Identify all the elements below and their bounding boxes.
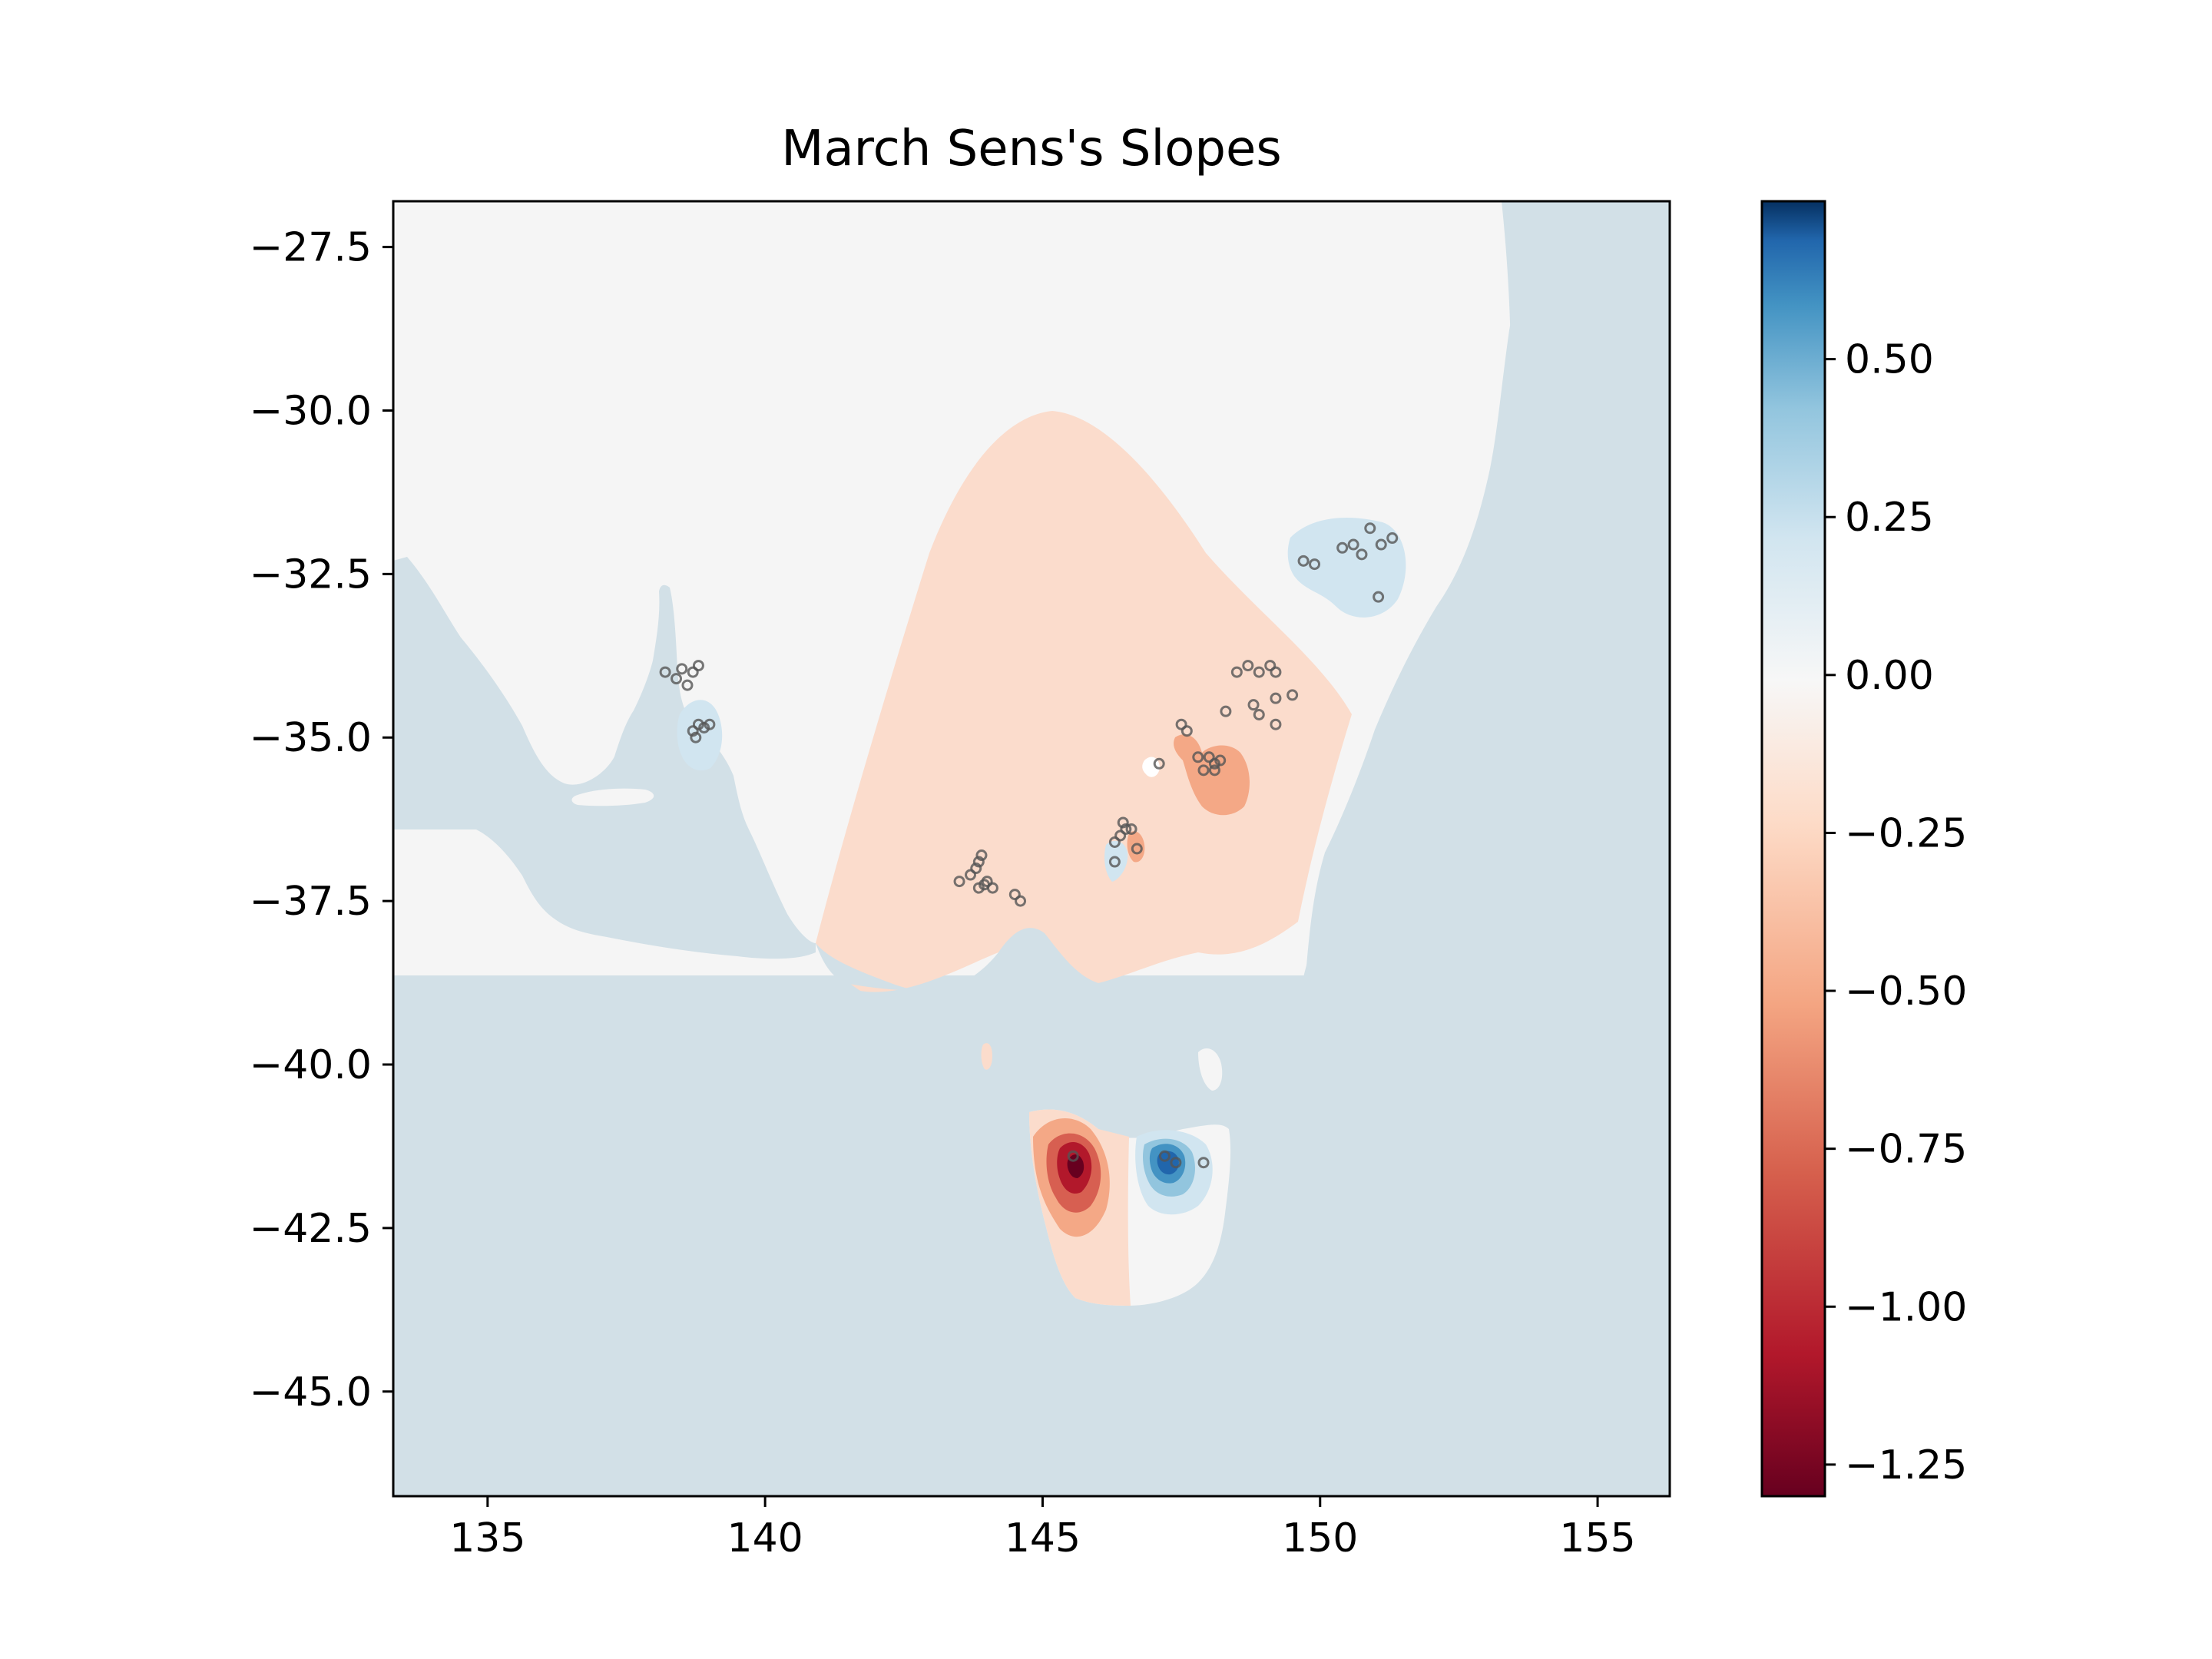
station-marker — [1286, 689, 1299, 701]
y-axis-ticks: −27.5 −30.0 −32.5 −35.0 −37.5 −40.0 −42.5 −45.0 — [250, 225, 393, 1416]
station-marker — [1170, 1157, 1182, 1169]
alpine-positive — [1104, 840, 1128, 882]
station-marker — [1120, 823, 1132, 835]
station-marker — [1386, 532, 1399, 545]
colorbar-tick-label: −1.00 — [1845, 1284, 1967, 1330]
station-marker — [1067, 1150, 1079, 1162]
station-marker — [1117, 816, 1129, 829]
station-marker — [1153, 757, 1165, 770]
station-marker — [1373, 591, 1385, 603]
station-marker — [970, 863, 982, 875]
x-tick-label: 155 — [1559, 1515, 1635, 1561]
colorbar-gradient — [1760, 200, 1826, 1498]
station-marker — [1197, 764, 1210, 777]
station-marker — [1270, 692, 1282, 704]
alpine-negative — [1127, 831, 1145, 863]
station-marker — [1247, 699, 1260, 711]
station-marker — [1270, 718, 1282, 730]
station-marker — [1264, 660, 1277, 672]
plot-frame — [392, 200, 1671, 1498]
station-marker — [1336, 541, 1349, 554]
chart-title: March Sens's Slopes — [781, 121, 1282, 177]
tasmania-very-positive — [1157, 1151, 1179, 1175]
station-marker — [1253, 708, 1265, 720]
station-marker — [1309, 558, 1321, 571]
station-marker — [1220, 705, 1232, 717]
colorbar-ticks: 0.50 0.25 0.00 −0.25 −0.50 −0.75 −1.00 −1.25 — [1825, 337, 1967, 1488]
station-marker — [972, 856, 985, 868]
x-tick-label: 145 — [1005, 1515, 1081, 1561]
station-markers — [659, 522, 1399, 1169]
x-tick-label: 135 — [449, 1515, 525, 1561]
x-tick-label: 140 — [727, 1515, 803, 1561]
y-tick-label: −37.5 — [250, 879, 372, 925]
station-marker — [687, 666, 699, 678]
flinders-island — [1198, 1048, 1223, 1091]
east-coast-ocean — [1298, 201, 1670, 998]
y-tick-label: −30.0 — [250, 388, 372, 434]
bass-strait-coast — [816, 928, 1122, 1024]
station-marker — [965, 869, 977, 881]
station-marker — [1108, 856, 1121, 868]
station-marker — [1203, 751, 1215, 763]
station-marker — [676, 663, 688, 675]
station-marker — [1158, 1150, 1171, 1162]
station-marker — [692, 660, 704, 672]
station-marker — [671, 673, 683, 685]
station-marker — [681, 679, 694, 691]
station-marker — [1214, 754, 1227, 767]
station-marker — [687, 725, 699, 737]
station-marker — [1356, 548, 1368, 561]
y-tick-label: −35.0 — [250, 715, 372, 761]
station-marker — [1192, 751, 1204, 763]
station-marker — [1008, 889, 1021, 901]
station-marker — [975, 849, 988, 862]
colorbar-tick-label: 0.50 — [1845, 337, 1934, 383]
kangaroo-island — [571, 788, 654, 806]
station-marker — [979, 879, 991, 891]
station-marker — [953, 876, 965, 888]
station-marker — [1375, 538, 1387, 551]
station-marker — [704, 718, 716, 730]
colorbar-tick-label: 0.00 — [1845, 653, 1934, 699]
station-marker — [1015, 895, 1027, 907]
king-island — [981, 1043, 992, 1070]
map-plot — [393, 201, 1670, 1496]
station-marker — [1230, 666, 1243, 678]
south-australia-coast — [393, 557, 816, 959]
station-marker — [1108, 836, 1121, 848]
station-marker — [690, 731, 702, 743]
station-marker — [1242, 660, 1254, 672]
station-marker — [1208, 764, 1220, 777]
colorbar-tick-label: −0.25 — [1845, 810, 1967, 856]
station-marker — [1114, 830, 1127, 842]
x-tick-label: 150 — [1282, 1515, 1358, 1561]
station-marker — [1181, 725, 1193, 737]
colorbar-tick-label: −1.25 — [1845, 1442, 1967, 1488]
mainland-light-negative — [816, 411, 1352, 992]
colorbar-tick-label: −0.75 — [1845, 1127, 1967, 1173]
station-marker — [1253, 666, 1265, 678]
y-tick-label: −32.5 — [250, 551, 372, 598]
station-marker — [1347, 538, 1359, 551]
y-tick-label: −42.5 — [250, 1206, 372, 1252]
station-marker — [1270, 666, 1282, 678]
y-tick-label: −40.0 — [250, 1042, 372, 1088]
colorbar-tick-label: −0.50 — [1845, 969, 1967, 1015]
colorbar: 0.50 0.25 0.00 −0.25 −0.50 −0.75 −1.00 −1.25 — [1760, 200, 1967, 1498]
station-marker — [659, 666, 671, 678]
station-marker — [1364, 522, 1376, 535]
y-tick-label: −27.5 — [250, 225, 372, 271]
station-marker — [1297, 555, 1310, 567]
station-marker — [1197, 1157, 1210, 1169]
station-marker — [1131, 843, 1143, 855]
y-tick-label: −45.0 — [250, 1369, 372, 1416]
x-axis-ticks: 135 140 145 150 155 — [449, 1496, 1636, 1561]
station-marker — [1125, 823, 1137, 835]
station-marker — [1175, 718, 1187, 730]
colorbar-tick-label: 0.25 — [1845, 495, 1934, 541]
